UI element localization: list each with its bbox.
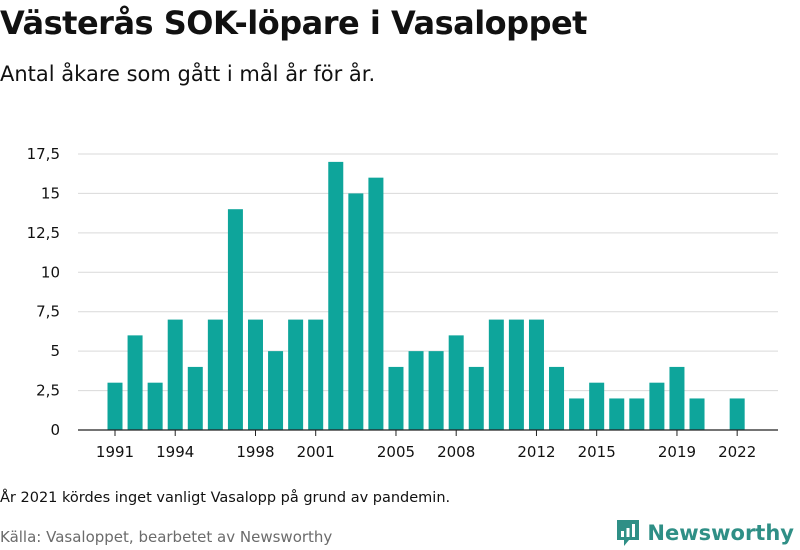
y-tick-label: 12,5 <box>27 224 60 242</box>
bar-2020 <box>689 398 705 430</box>
bar-2002 <box>328 161 344 430</box>
y-tick-label: 7,5 <box>36 303 60 321</box>
bar-1994 <box>167 319 183 430</box>
y-axis-ticks: 0 2,5 5 7,5 10 12,5 15 17,5 <box>27 145 60 439</box>
bar-2000 <box>288 319 304 430</box>
bar-1991 <box>107 382 123 430</box>
bar-2006 <box>408 351 424 430</box>
y-tick-label: 5 <box>50 342 60 360</box>
bar-2022 <box>729 398 745 430</box>
y-tick-label: 17,5 <box>27 145 60 163</box>
grid-lines <box>78 153 778 392</box>
bar-2013 <box>549 366 565 430</box>
bar-2009 <box>468 366 484 430</box>
x-tick-label: 1998 <box>236 443 274 461</box>
bar-1998 <box>247 319 263 430</box>
bar-2008 <box>448 335 464 430</box>
footnote: År 2021 kördes inget vanligt Vasalopp på… <box>0 490 451 506</box>
bar-2007 <box>428 351 444 430</box>
bar-1996 <box>207 319 223 430</box>
bar-2011 <box>508 319 524 430</box>
bar-2010 <box>488 319 504 430</box>
y-tick-label: 0 <box>50 421 60 439</box>
y-tick-label: 10 <box>41 263 60 281</box>
bar-2019 <box>669 366 685 430</box>
y-tick-label: 15 <box>41 184 60 202</box>
x-tick-label: 2022 <box>718 443 756 461</box>
bar-1993 <box>147 382 163 430</box>
chart-subtitle: Antal åkare som gått i mål år för år. <box>0 62 376 86</box>
x-tick-label: 2001 <box>297 443 335 461</box>
x-tick-label: 2019 <box>658 443 696 461</box>
y-tick-label: 2,5 <box>36 382 60 400</box>
brand-name: Newsworthy <box>647 521 794 545</box>
bar-2003 <box>348 193 364 430</box>
x-axis: 1991 1994 1998 2001 2005 2008 2012 2015 2019 2022 <box>78 429 778 461</box>
bar-2005 <box>388 366 404 430</box>
bar-2014 <box>569 398 585 430</box>
bar-1992 <box>127 335 143 430</box>
x-tick-label: 2005 <box>377 443 415 461</box>
x-tick-label: 1991 <box>96 443 134 461</box>
bar-2018 <box>649 382 665 430</box>
bar-2017 <box>629 398 645 430</box>
bar-2001 <box>308 319 324 430</box>
newsworthy-logo-icon <box>617 520 640 546</box>
bar-2012 <box>528 319 544 430</box>
brand: Newsworthy <box>615 518 794 548</box>
source-text: Källa: Vasaloppet, bearbetet av Newswort… <box>0 528 333 546</box>
bar-2016 <box>609 398 625 430</box>
x-tick-label: 2012 <box>517 443 555 461</box>
chart-title: Västerås SOK-löpare i Vasaloppet <box>0 4 587 42</box>
bar-1995 <box>187 366 203 430</box>
bar-1997 <box>227 209 243 430</box>
bar-2015 <box>589 382 605 430</box>
bar-chart: 0 2,5 5 7,5 10 12,5 15 17,5 1991 1994 1998 2001 200… <box>27 145 778 461</box>
bar-2004 <box>368 177 384 430</box>
bar-1999 <box>268 351 284 430</box>
x-tick-label: 2015 <box>578 443 616 461</box>
x-tick-label: 2008 <box>437 443 475 461</box>
bars <box>107 161 745 430</box>
x-tick-label: 1994 <box>156 443 194 461</box>
